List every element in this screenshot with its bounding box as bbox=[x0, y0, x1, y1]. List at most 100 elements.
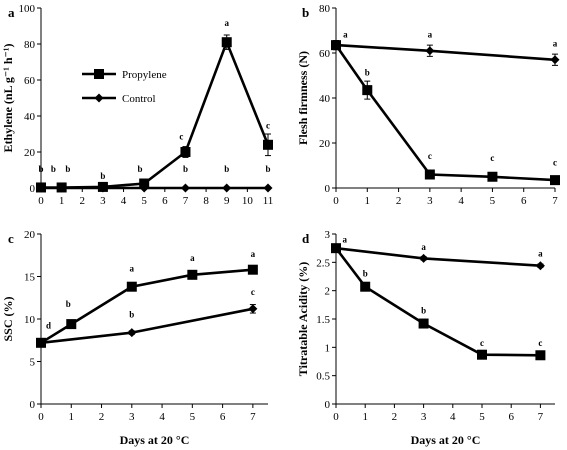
data-point-propylene bbox=[535, 350, 546, 361]
data-point-propylene bbox=[221, 37, 232, 48]
series-line-control bbox=[335, 43, 556, 62]
x-tick-label: 7 bbox=[183, 195, 189, 207]
panel-label: d bbox=[302, 231, 310, 246]
y-tick-label: 100 bbox=[19, 3, 36, 15]
legend-label-propylene: Propylene bbox=[122, 69, 167, 81]
y-tick-label: 60 bbox=[319, 48, 331, 60]
significance-label: c bbox=[179, 131, 183, 141]
y-tick-label: 15 bbox=[24, 272, 36, 284]
significance-label: b bbox=[100, 171, 105, 181]
significance-label: a bbox=[428, 29, 433, 39]
x-tick-label: 2 bbox=[80, 195, 86, 207]
significance-label: d bbox=[46, 320, 51, 330]
data-point-propylene bbox=[362, 85, 373, 96]
significance-label: b bbox=[66, 299, 71, 309]
x-tick-label: 2 bbox=[99, 411, 105, 423]
x-tick-label: 6 bbox=[521, 195, 527, 207]
significance-label: b bbox=[65, 164, 70, 174]
x-tick-label: 1 bbox=[365, 195, 371, 207]
x-tick-label: 0 bbox=[38, 411, 44, 423]
significance-label: c bbox=[490, 153, 494, 163]
significance-label: a bbox=[224, 18, 229, 28]
significance-label: c bbox=[266, 121, 270, 131]
data-point-control bbox=[550, 55, 560, 65]
y-tick-label: 0 bbox=[30, 183, 36, 195]
data-point-control bbox=[248, 304, 258, 314]
significance-label: c bbox=[428, 151, 432, 161]
x-tick-label: 6 bbox=[220, 411, 226, 423]
x-tick-label: 4 bbox=[458, 195, 464, 207]
data-point-propylene bbox=[180, 147, 191, 157]
x-tick-label: 0 bbox=[38, 195, 44, 207]
data-point-control bbox=[36, 183, 46, 193]
series-line-propylene bbox=[40, 268, 254, 344]
data-point-control bbox=[425, 46, 435, 56]
y-tick-label: 20 bbox=[319, 138, 331, 150]
significance-label: b bbox=[183, 164, 188, 174]
y-tick-label: 3 bbox=[325, 229, 331, 241]
data-point-control bbox=[263, 183, 273, 193]
significance-label: b bbox=[51, 164, 56, 174]
data-point-control bbox=[127, 328, 137, 338]
y-tick-label: 2 bbox=[325, 286, 331, 298]
data-point-propylene bbox=[187, 269, 198, 280]
x-tick-label: 7 bbox=[538, 411, 544, 423]
x-tick-label: 6 bbox=[508, 411, 514, 423]
x-tick-label: 5 bbox=[479, 411, 485, 423]
significance-label: b bbox=[38, 164, 43, 174]
y-tick-label: 0.5 bbox=[316, 371, 330, 383]
significance-label: a bbox=[190, 253, 195, 263]
data-point-control bbox=[98, 183, 108, 193]
y-tick-label: 0 bbox=[325, 183, 331, 195]
x-tick-label: 8 bbox=[203, 195, 209, 207]
x-axis-label: Days at 20 °C bbox=[120, 433, 190, 447]
chart-panel-c: c 0 5 10 15 20 0 1 2 3 4 5 6 7 SSC (%) Days at 20 °C d b b… bbox=[1, 229, 268, 447]
y-tick-label: 5 bbox=[30, 357, 36, 369]
chart-panel-b: b 0 20 40 60 80 0 1 2 3 4 5 6 7 Flesh firmness (N) a a a b… bbox=[296, 3, 560, 207]
x-tick-label: 0 bbox=[333, 195, 339, 207]
x-axis-label: Days at 20 °C bbox=[411, 433, 481, 447]
y-tick-label: 20 bbox=[24, 147, 36, 159]
x-tick-label: 1 bbox=[59, 195, 65, 207]
data-point-control bbox=[222, 183, 232, 193]
panel-label: a bbox=[8, 5, 15, 20]
significance-label: a bbox=[538, 249, 543, 259]
x-tick-label: 10 bbox=[242, 195, 254, 207]
x-tick-label: 4 bbox=[159, 411, 165, 423]
x-tick-label: 7 bbox=[250, 411, 256, 423]
data-point-control bbox=[331, 40, 341, 50]
data-point-control bbox=[36, 338, 46, 348]
y-tick-label: 1.5 bbox=[316, 314, 330, 326]
y-axis-label: Titratable Acidity (%) bbox=[296, 262, 310, 376]
series-line-control bbox=[335, 246, 541, 267]
panel-label: b bbox=[302, 5, 309, 20]
x-tick-label: 0 bbox=[333, 411, 339, 423]
x-tick-label: 3 bbox=[421, 411, 427, 423]
y-tick-label: 2.5 bbox=[316, 257, 330, 269]
x-tick-label: 5 bbox=[141, 195, 147, 207]
chart-panel-d: d 0 0.5 1 1.5 2 2.5 3 0 1 2 3 4 5 6 7 Titratable Acidity… bbox=[296, 229, 555, 447]
x-tick-label: 5 bbox=[190, 411, 196, 423]
y-tick-label: 60 bbox=[24, 75, 36, 87]
x-tick-label: 9 bbox=[224, 195, 230, 207]
significance-label: b bbox=[138, 164, 143, 174]
significance-label: a bbox=[421, 242, 426, 252]
chart-panel-a: a 0 20 40 60 80 100 0 1 2 3 4 5 6 7 8 9 10 11 Ethylene (nL … bbox=[1, 3, 273, 207]
x-tick-label: 11 bbox=[263, 195, 274, 207]
significance-label: b bbox=[421, 305, 426, 315]
data-point-propylene bbox=[126, 281, 137, 292]
x-tick-label: 3 bbox=[100, 195, 106, 207]
x-tick-label: 3 bbox=[427, 195, 433, 207]
x-tick-label: 5 bbox=[490, 195, 496, 207]
data-point-control bbox=[57, 183, 67, 193]
significance-label: a bbox=[553, 38, 558, 48]
y-tick-label: 80 bbox=[24, 39, 36, 51]
y-axis-label: Flesh firmness (N) bbox=[296, 51, 310, 145]
x-tick-label: 4 bbox=[450, 411, 456, 423]
series-line-propylene bbox=[334, 44, 556, 182]
data-point-propylene bbox=[418, 318, 429, 329]
y-tick-label: 10 bbox=[24, 314, 36, 326]
significance-label: b bbox=[365, 68, 370, 78]
data-point-propylene bbox=[263, 139, 273, 150]
